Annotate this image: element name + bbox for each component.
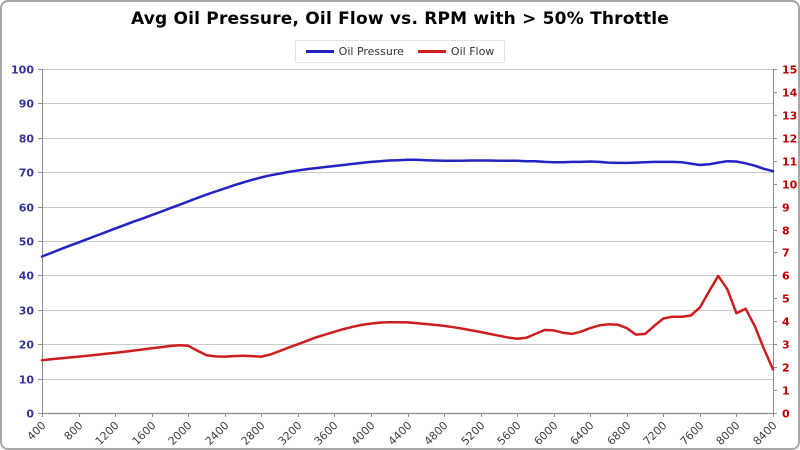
x-axis-label: 5200 (459, 419, 488, 448)
x-axis-label: 2800 (239, 419, 268, 448)
x-axis-label: 7200 (641, 419, 670, 448)
left-axis-label: 100 (11, 64, 34, 77)
left-axis-label: 40 (19, 270, 35, 283)
x-axis-label: 400 (25, 419, 49, 443)
left-axis-label: 20 (19, 339, 35, 352)
right-axis-label: 3 (782, 339, 790, 352)
x-axis-label: 8000 (714, 419, 743, 448)
right-axis-label: 9 (782, 202, 790, 215)
right-axis-label: 13 (782, 110, 797, 123)
right-axis-label: 8 (782, 225, 790, 238)
x-axis-label: 6800 (605, 419, 634, 448)
right-axis-label: 15 (782, 64, 797, 77)
right-axis-label: 14 (782, 87, 798, 100)
series-line-oil-flow (40, 274, 775, 371)
left-axis-label: 0 (26, 408, 34, 421)
right-axis-label: 2 (782, 362, 790, 375)
left-axis-label: 70 (19, 167, 35, 180)
x-axis-label: 800 (62, 419, 86, 443)
x-axis-label: 6400 (568, 419, 597, 448)
right-axis-label: 11 (782, 156, 797, 169)
x-axis-label: 4000 (349, 419, 378, 448)
right-axis-label: 0 (782, 408, 790, 421)
right-axis-label: 12 (782, 133, 797, 146)
right-axis-label: 5 (782, 293, 790, 306)
x-axis-label: 4400 (386, 419, 415, 448)
x-axis-label: 2000 (166, 419, 195, 448)
left-axis-label: 80 (19, 133, 35, 146)
x-axis-label: 4800 (422, 419, 451, 448)
x-axis-label: 3600 (312, 419, 341, 448)
x-axis-label: 2400 (203, 419, 232, 448)
series-line-oil-pressure (40, 158, 775, 258)
left-axis-label: 50 (19, 236, 35, 249)
left-axis-label: 90 (19, 98, 35, 111)
left-axis-label: 10 (19, 374, 35, 387)
x-axis-label: 7600 (678, 419, 707, 448)
left-axis-label: 60 (19, 202, 35, 215)
chart-title: Avg Oil Pressure, Oil Flow vs. RPM with … (130, 9, 670, 29)
x-axis-label: 6000 (532, 419, 561, 448)
right-axis-label: 1 (782, 385, 790, 398)
x-axis-label: 1600 (130, 419, 159, 448)
right-axis-label: 6 (782, 270, 790, 283)
right-axis-label: 10 (782, 179, 798, 192)
x-axis-label: 1200 (93, 419, 122, 448)
right-axis-label: 7 (782, 247, 790, 260)
right-axis-label: 4 (782, 316, 790, 329)
left-axis-label: 30 (19, 305, 35, 318)
x-axis-label: 8400 (751, 419, 780, 448)
x-axis-label: 3200 (276, 419, 305, 448)
x-axis-label: 5600 (495, 419, 524, 448)
